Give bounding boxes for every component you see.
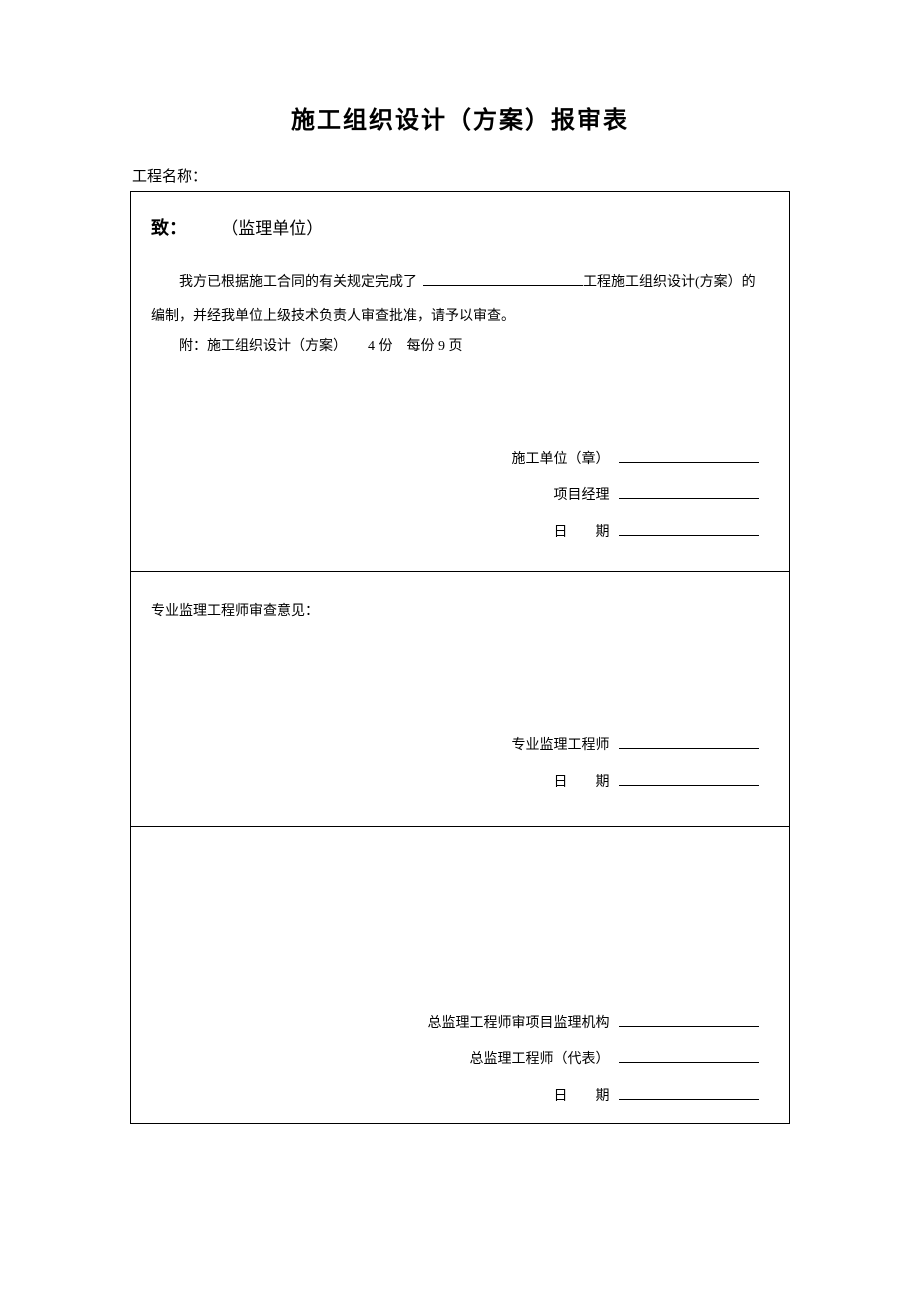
body-text: 我方已根据施工合同的有关规定完成了工程施工组织设计(方案）的编制，并经我单位上级…	[151, 266, 769, 333]
to-value: （监理单位）	[221, 219, 323, 238]
sig-row-date-3: 日 期	[428, 1079, 760, 1115]
sig-date-label-2: 日 期	[554, 775, 610, 790]
blank-engineer[interactable]	[619, 733, 759, 749]
blank-project-name[interactable]	[423, 270, 583, 286]
blank-manager[interactable]	[619, 483, 759, 499]
signature-block-contractor: 施工单位（章） 项目经理 日 期	[512, 442, 760, 551]
section-engineer-review: 专业监理工程师审查意见： 专业监理工程师 日 期	[131, 572, 789, 827]
engineer-review-label: 专业监理工程师审查意见：	[151, 590, 769, 626]
sig-row-manager: 项目经理	[512, 478, 760, 514]
section-submission: 致： （监理单位） 我方已根据施工合同的有关规定完成了工程施工组织设计(方案）的…	[131, 192, 789, 572]
signature-block-engineer: 专业监理工程师 日 期	[512, 728, 760, 801]
sig-date-label: 日 期	[554, 525, 610, 540]
to-label: 致：	[151, 218, 187, 238]
sig-manager-label: 项目经理	[554, 488, 610, 503]
sig-date-label-3: 日 期	[554, 1089, 610, 1104]
section-chief-review: 总监理工程师审项目监理机构 总监理工程师（代表） 日 期	[131, 827, 789, 1123]
blank-date-2[interactable]	[619, 770, 759, 786]
sig-row-unit: 施工单位（章）	[512, 442, 760, 478]
signature-block-chief: 总监理工程师审项目监理机构 总监理工程师（代表） 日 期	[428, 1006, 760, 1115]
sig-unit-label: 施工单位（章）	[512, 452, 610, 467]
blank-unit-seal[interactable]	[619, 447, 759, 463]
sig-row-date-2: 日 期	[512, 765, 760, 801]
sig-org-label: 总监理工程师审项目监理机构	[428, 1016, 610, 1031]
sig-row-org: 总监理工程师审项目监理机构	[428, 1006, 760, 1042]
sig-engineer-label: 专业监理工程师	[512, 738, 610, 753]
sig-row-engineer: 专业监理工程师	[512, 728, 760, 764]
body-text-part1: 我方已根据施工合同的有关规定完成了	[179, 275, 417, 290]
attachment-line: 附：施工组织设计（方案） 4 份 每份 9 页	[151, 333, 769, 361]
blank-date-3[interactable]	[619, 1084, 759, 1100]
form-title: 施工组织设计（方案）报审表	[130, 100, 790, 135]
project-name-label: 工程名称：	[130, 165, 790, 186]
sig-row-date: 日 期	[512, 515, 760, 551]
document-page: 施工组织设计（方案）报审表 工程名称： 致： （监理单位） 我方已根据施工合同的…	[0, 0, 920, 1204]
sig-row-chief: 总监理工程师（代表）	[428, 1042, 760, 1078]
to-line: 致： （监理单位）	[151, 210, 769, 246]
blank-chief[interactable]	[619, 1047, 759, 1063]
form-container: 致： （监理单位） 我方已根据施工合同的有关规定完成了工程施工组织设计(方案）的…	[130, 191, 790, 1124]
blank-org[interactable]	[619, 1011, 759, 1027]
blank-date-1[interactable]	[619, 520, 759, 536]
sig-chief-label: 总监理工程师（代表）	[470, 1052, 610, 1067]
